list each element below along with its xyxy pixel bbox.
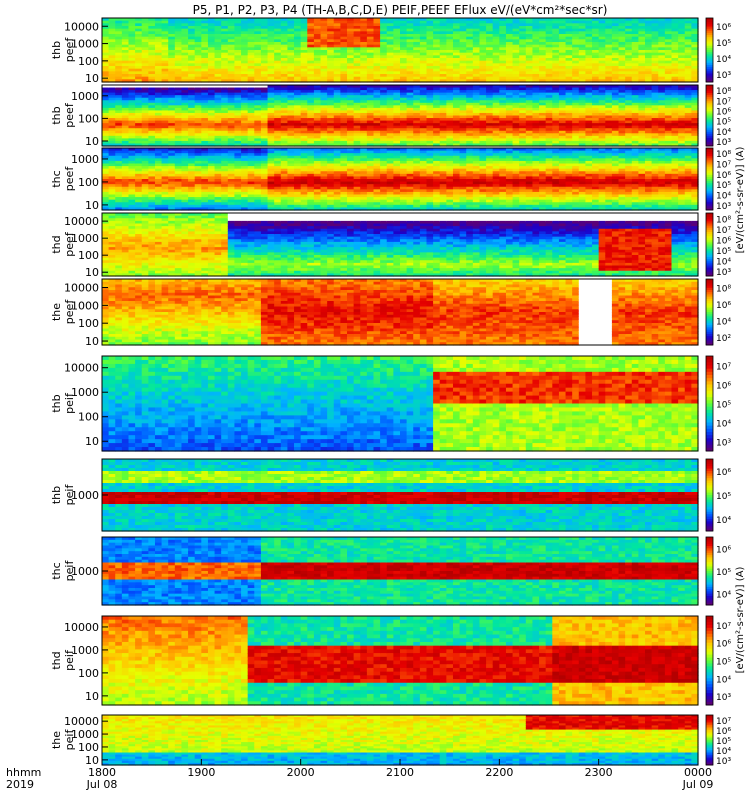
y-tick-label: 1000 <box>71 90 99 103</box>
y-tick-label: 10000 <box>64 20 99 33</box>
heatmap-cells <box>102 18 699 83</box>
colorbar-tick-label: 10⁵ <box>716 118 731 128</box>
y-tick-label: 10 <box>85 72 99 85</box>
heatmap-cells <box>102 85 699 147</box>
colorbar-tick-label: 10⁸ <box>716 87 731 97</box>
colorbar-tick-label: 10⁶ <box>716 107 731 117</box>
colorbar-tick-label: 10³ <box>716 138 731 148</box>
heatmap-cells <box>102 148 699 211</box>
colorbar-tick-label: 10⁴ <box>716 55 731 65</box>
colorbar-tick-label: 10⁵ <box>716 39 731 49</box>
figure-title: P5, P1, P2, P3, P4 (TH-A,B,C,D,E) PEIF,P… <box>193 3 608 17</box>
y-axis-label: thb <box>50 41 63 59</box>
colorbar-tick-label: 10⁶ <box>716 23 731 33</box>
y-tick-label: 100 <box>78 55 99 68</box>
y-axis-label: thb <box>50 106 63 124</box>
y-axis-label: peef <box>63 102 76 128</box>
colorbar-tick-label: 10⁴ <box>716 128 731 138</box>
colorbar-tick-label: 10⁷ <box>716 97 731 107</box>
y-tick-label: 10 <box>85 135 99 148</box>
y-tick-label: 100 <box>78 112 99 125</box>
y-axis-label: peef <box>63 37 76 63</box>
colorbar-tick-label: 10³ <box>716 71 731 81</box>
colorbar: 10⁶ 10⁵ 10⁴ 10³ <box>706 18 731 83</box>
